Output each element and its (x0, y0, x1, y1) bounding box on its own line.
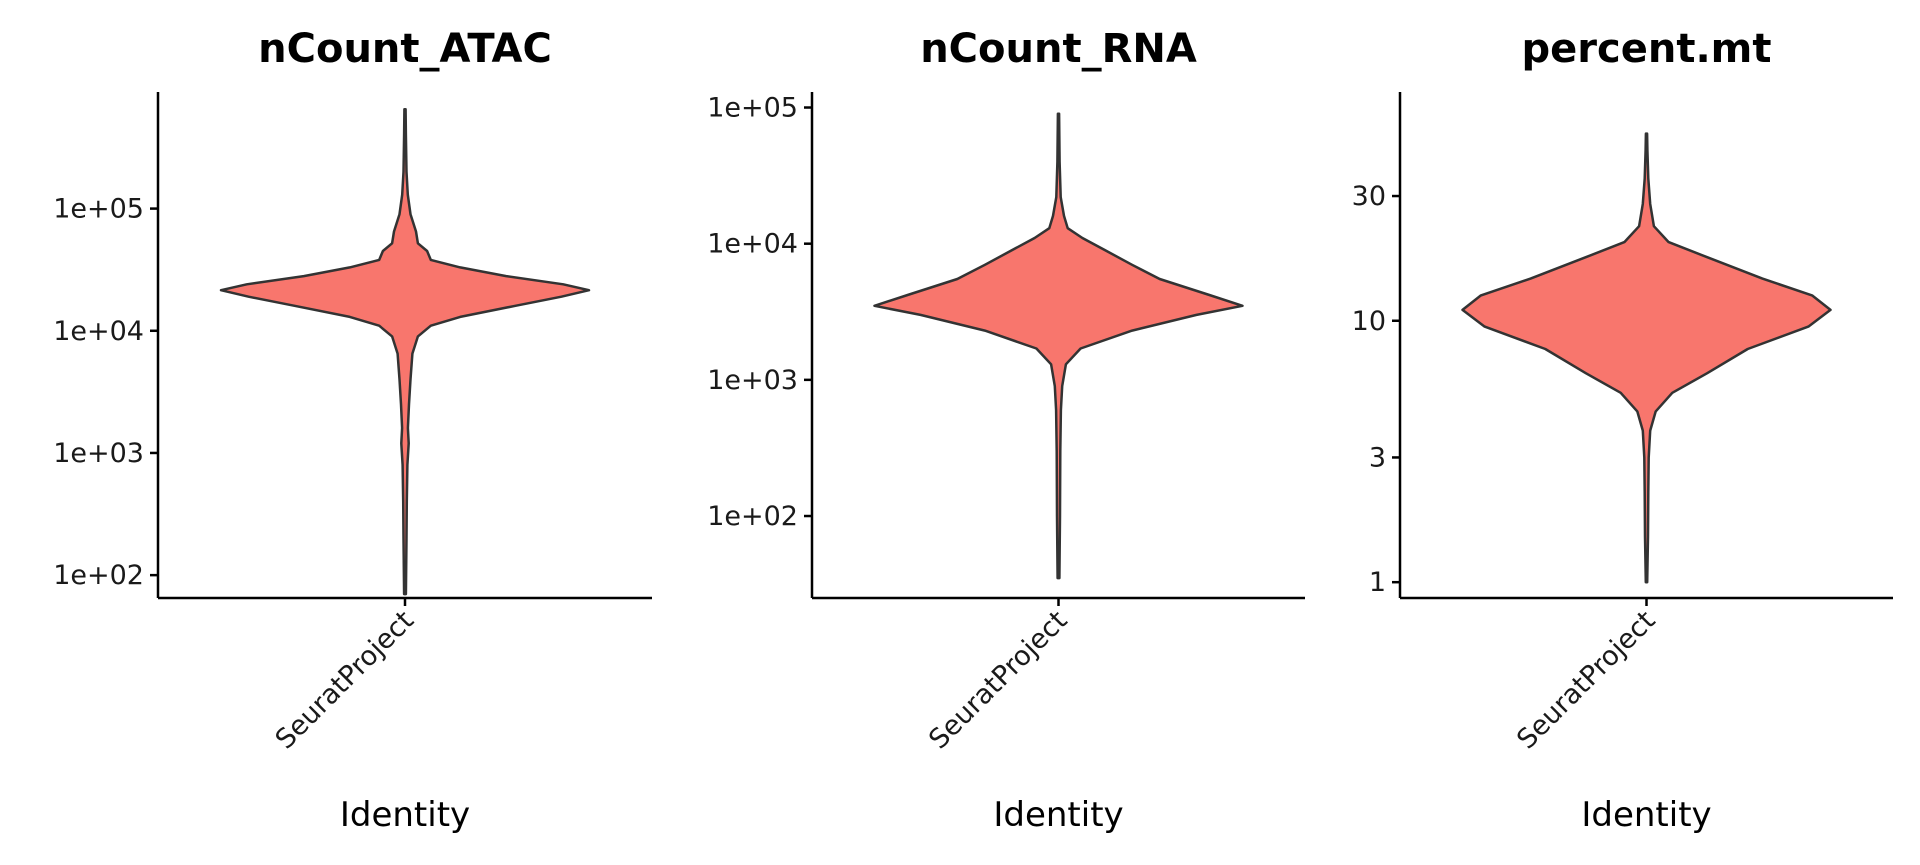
y-tick-label: 1e+04 (707, 229, 798, 260)
x-axis-title: Identity (993, 795, 1123, 835)
y-tick-label: 1e+03 (707, 365, 798, 396)
y-tick-label: 1e+05 (53, 194, 144, 225)
x-axis-title: Identity (340, 795, 470, 835)
y-tick-label: 1 (1369, 567, 1386, 598)
panel-title: percent.mt (1522, 26, 1772, 72)
y-tick-label: 1e+02 (707, 501, 798, 532)
violin-shape (219, 108, 591, 596)
y-tick-label: 3 (1369, 442, 1386, 473)
y-tick-label: 1e+05 (707, 93, 798, 124)
panel-title: nCount_RNA (920, 26, 1197, 72)
y-tick-label: 30 (1352, 181, 1386, 212)
y-tick-label: 10 (1352, 306, 1386, 337)
panel-title: nCount_ATAC (258, 26, 552, 72)
violin-shape (873, 112, 1244, 580)
y-tick-label: 1e+03 (53, 438, 144, 469)
violin-shape (1461, 132, 1832, 584)
y-tick-label: 1e+02 (53, 560, 144, 591)
y-tick-label: 1e+04 (53, 316, 144, 347)
x-axis-title: Identity (1581, 795, 1711, 835)
